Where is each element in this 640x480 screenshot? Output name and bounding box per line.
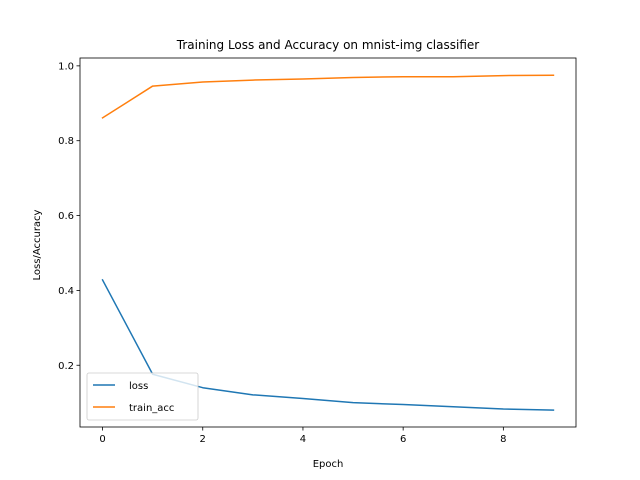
axes-frame — [79, 57, 577, 428]
legend-label-train-acc: train_acc — [129, 403, 174, 414]
legend-label-loss: loss — [129, 381, 148, 392]
legend: loss train_acc — [86, 372, 199, 421]
y-axis-title: Loss/Accuracy — [32, 209, 43, 280]
y-tick-label: 0.6 — [58, 211, 74, 222]
y-tick-label: 0.2 — [58, 361, 74, 372]
x-tick-label: 4 — [300, 434, 306, 445]
chart-title: Training Loss and Accuracy on mnist-img … — [176, 38, 479, 52]
x-tick-label: 0 — [99, 434, 105, 445]
y-tick-label: 0.4 — [58, 286, 74, 297]
series-line-train-acc — [101, 74, 555, 119]
y-tick-label: 1.0 — [58, 61, 74, 72]
y-tick-label: 0.8 — [58, 136, 74, 147]
x-tick-label: 8 — [500, 434, 506, 445]
x-axis-title: Epoch — [313, 459, 344, 470]
x-tick-label: 2 — [200, 434, 206, 445]
x-tick-label: 6 — [400, 434, 406, 445]
